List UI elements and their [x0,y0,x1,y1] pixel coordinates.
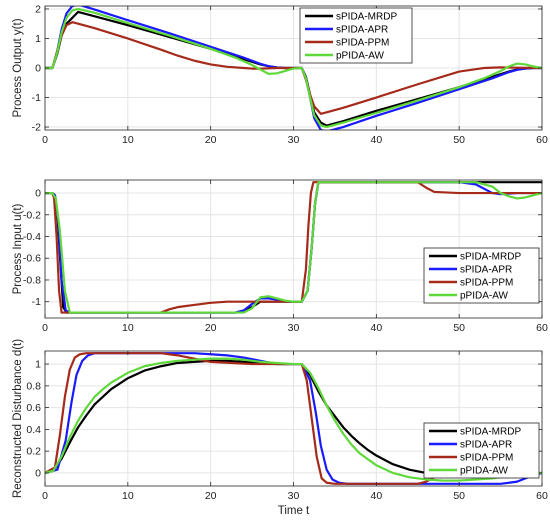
legend-label: sPIDA-MRDP [460,252,521,263]
x-tick-label: 20 [205,490,217,502]
x-tick-label: 10 [122,134,134,146]
legend-label: sPIDA-PPM [460,278,513,289]
chart-panel-3: 0 10 20 30 40 50 60 0 0.2 0.4 0.6 0.8 1 Reconstructed… [12,339,548,517]
x-tick-label: 60 [536,134,548,146]
y-tick-label: -1 [32,92,41,104]
x-tick-label: 10 [122,322,134,334]
x-tick-label: 30 [288,490,300,502]
chart-panel-2: 0 10 20 30 40 50 60 -1 -0.8 -0.6 -0.4 -0.2 0 Process … [12,179,548,334]
y-axis-label: Process Input u(t) [12,203,24,294]
y-tick-label: -0.2 [23,209,41,221]
legend-label: sPIDA-MRDP [336,12,397,23]
x-tick-label: 0 [42,322,48,334]
series-line-spida-ppm [45,181,542,314]
legend-label: sPIDA-PPM [336,38,389,49]
x-axis-label: Time t [278,505,310,517]
x-tick-label: 30 [288,322,300,334]
y-tick-label: 0 [35,188,41,200]
legend-label: sPIDA-MRDP [460,427,521,438]
series-line-spida-ppm [45,21,542,115]
legend: sPIDA-MRDP sPIDA-APR sPIDA-PPM pPIDA-AW [299,7,413,64]
x-tick-label: 20 [205,322,217,334]
legend: sPIDA-MRDP sPIDA-APR sPIDA-PPM pPIDA-AW [423,422,540,479]
x-tick-label: 60 [536,490,548,502]
y-tick-label: 0.4 [26,424,41,436]
y-tick-label: 0.8 [26,380,41,392]
x-tick-label: 10 [122,490,134,502]
y-tick-label: -0.8 [23,274,41,286]
x-tick-label: 40 [370,490,382,502]
y-tick-label: 1 [35,33,41,45]
x-tick-label: 40 [370,322,382,334]
y-tick-label: -0.4 [23,231,41,243]
y-tick-label: 0.2 [26,446,41,458]
y-tick-label: -2 [32,122,41,134]
x-tick-label: 20 [205,134,217,146]
x-tick-label: 50 [453,490,465,502]
y-tick-label: 1 [35,359,41,371]
y-tick-label: -1 [32,296,41,308]
legend: sPIDA-MRDP sPIDA-APR sPIDA-PPM pPIDA-AW [423,247,540,304]
x-tick-label: 30 [288,134,300,146]
legend-label: pPIDA-AW [460,466,509,477]
y-axis-label: Process Output y(t) [12,18,24,117]
series-line-ppida-aw [45,7,542,129]
x-tick-label: 50 [453,322,465,334]
legend-label: pPIDA-AW [460,291,509,302]
series-line-ppida-aw [45,181,542,314]
y-tick-label: 0.6 [26,402,41,414]
legend-label: pPIDA-AW [336,51,385,62]
x-tick-label: 50 [453,134,465,146]
y-tick-label: 0 [35,467,41,479]
x-tick-label: 60 [536,322,548,334]
legend-label: sPIDA-APR [460,265,512,276]
x-tick-label: 0 [42,134,48,146]
y-tick-label: 0 [35,63,41,75]
chart-panel-1: 0 10 20 30 40 50 60 -2 -1 0 1 2 Process Output y(t) s… [12,3,548,146]
legend-label: sPIDA-APR [336,25,388,36]
x-tick-label: 0 [42,490,48,502]
legend-label: sPIDA-PPM [460,453,513,464]
y-tick-label: -0.6 [23,253,41,265]
y-tick-label: 2 [35,3,41,15]
series-line-ppida-aw [45,357,542,482]
legend-label: sPIDA-APR [460,440,512,451]
x-tick-label: 40 [370,134,382,146]
y-axis-label: Reconstructed Disturbance d(t) [12,339,24,498]
